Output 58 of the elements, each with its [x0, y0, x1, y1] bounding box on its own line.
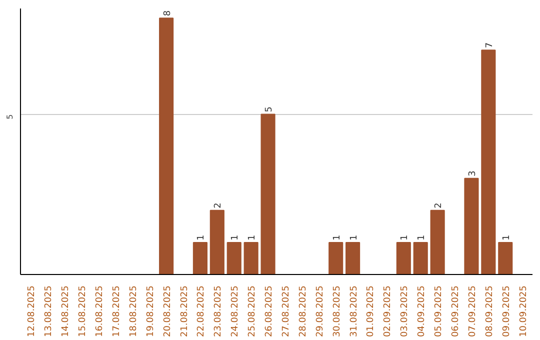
- x-tick-label: 10.09.2025: [518, 286, 529, 338]
- data-label: 1: [230, 234, 241, 240]
- x-tick-label: 25.08.2025: [248, 286, 258, 338]
- x-tick-label: 28.08.2025: [298, 286, 308, 338]
- data-label: 7: [484, 42, 495, 48]
- x-tick-label: 23.08.2025: [214, 286, 224, 338]
- x-tick-label: 13.08.2025: [44, 286, 54, 338]
- x-tick-label: 26.08.2025: [264, 286, 275, 338]
- x-tick-label: 21.08.2025: [180, 286, 190, 338]
- x-tick-label: 08.09.2025: [484, 286, 495, 338]
- x-tick-label: 02.09.2025: [383, 286, 394, 338]
- x-tick-label: 27.08.2025: [281, 286, 292, 338]
- bar: [210, 210, 224, 274]
- data-label: 1: [196, 234, 207, 240]
- x-tick-label: 09.09.2025: [502, 286, 512, 338]
- data-label: 1: [400, 234, 410, 240]
- bar: [328, 242, 344, 274]
- x-tick-label: 12.08.2025: [27, 286, 38, 338]
- x-tick-label: 31.08.2025: [349, 286, 360, 338]
- data-label: 3: [468, 170, 478, 176]
- data-label: 8: [162, 10, 173, 16]
- bar: [192, 242, 208, 274]
- x-tick-label: 29.08.2025: [315, 286, 326, 338]
- x-tick-label: 04.09.2025: [417, 286, 428, 338]
- bar: [159, 18, 174, 274]
- x-tick-label: 05.09.2025: [434, 286, 444, 338]
- bar: [430, 210, 445, 274]
- bar: [464, 178, 479, 274]
- bar: [396, 242, 411, 274]
- x-tick-label: 16.08.2025: [94, 286, 105, 338]
- data-label: 5: [264, 106, 275, 112]
- x-tick-label: 07.09.2025: [468, 286, 478, 338]
- data-label: 2: [214, 202, 224, 208]
- x-tick-label: 17.08.2025: [112, 286, 122, 338]
- x-tick-label: 22.08.2025: [196, 286, 207, 338]
- data-label: 2: [434, 202, 444, 208]
- bar: [481, 50, 496, 274]
- bar: [413, 242, 428, 274]
- x-tick-label: 19.08.2025: [146, 286, 156, 338]
- x-tick-label: 15.08.2025: [78, 286, 88, 338]
- data-label: 1: [332, 234, 342, 240]
- data-label: 1: [417, 234, 428, 240]
- x-tick-label: 14.08.2025: [61, 286, 72, 338]
- bar: [260, 114, 276, 274]
- x-tick-label: 18.08.2025: [128, 286, 139, 338]
- x-tick-label: 06.09.2025: [451, 286, 462, 338]
- x-tick-label: 30.08.2025: [332, 286, 342, 338]
- x-tick-label: 01.09.2025: [366, 286, 376, 338]
- bar: [498, 242, 513, 274]
- data-label: 1: [502, 234, 512, 240]
- data-label: 1: [248, 234, 258, 240]
- bar: [226, 242, 242, 274]
- bar: [244, 242, 258, 274]
- data-label: 1: [349, 234, 360, 240]
- x-tick-label: 03.09.2025: [400, 286, 410, 338]
- x-tick-label: 24.08.2025: [230, 286, 241, 338]
- x-tick-label: 20.08.2025: [162, 286, 173, 338]
- bar: [346, 242, 360, 274]
